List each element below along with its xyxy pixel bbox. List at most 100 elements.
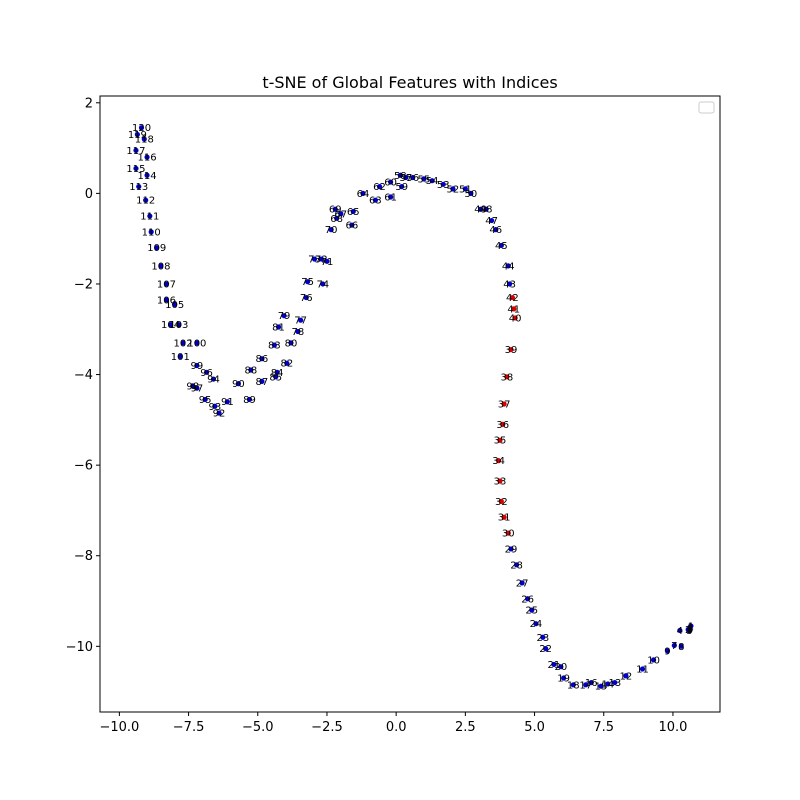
point-index-label: 36	[496, 420, 509, 431]
point-index-label: 119	[128, 130, 147, 141]
data-point	[318, 256, 325, 262]
y-tick-label: 2	[85, 96, 93, 111]
data-point	[216, 410, 222, 416]
point-index-label: 111	[140, 212, 159, 223]
point-index-label: 87	[256, 377, 269, 388]
point-index-label: 84	[271, 368, 284, 379]
point-index-label: 114	[138, 171, 157, 182]
data-point	[284, 360, 290, 366]
point-index-label: 32	[495, 497, 508, 508]
point-index-label: 43	[503, 279, 516, 290]
data-point	[440, 181, 446, 187]
point-index-label: 74	[316, 279, 329, 290]
data-point	[133, 147, 139, 153]
data-point	[671, 642, 677, 649]
data-point	[500, 421, 506, 427]
point-index-label: 64	[357, 189, 370, 200]
data-point	[143, 197, 149, 203]
point-index-label: 6	[687, 625, 693, 636]
data-point	[224, 399, 230, 405]
data-point	[194, 362, 200, 369]
data-point	[551, 661, 557, 668]
point-index-label: 29	[505, 544, 518, 555]
data-point	[298, 317, 304, 323]
point-index-label: 105	[165, 300, 184, 311]
point-index-label: 108	[151, 261, 170, 272]
point-index-label: 71	[321, 257, 334, 268]
data-point	[403, 174, 409, 181]
x-tick-label: 7.5	[593, 720, 614, 735]
point-index-label: 76	[300, 293, 313, 304]
data-point	[141, 136, 147, 142]
point-index-label: 99	[191, 361, 204, 372]
point-index-label: 31	[498, 513, 511, 524]
data-point	[304, 279, 311, 285]
point-index-label: 11	[636, 664, 649, 675]
data-point	[194, 385, 200, 391]
data-point	[543, 645, 549, 652]
point-index-label: 79	[278, 311, 291, 322]
data-point	[163, 281, 170, 287]
data-point	[334, 215, 340, 221]
point-index-label: 73	[308, 255, 321, 266]
point-index-label: 116	[138, 153, 157, 164]
data-point	[498, 498, 504, 504]
data-point	[332, 206, 338, 212]
point-index-label: 14	[602, 679, 615, 690]
point-index-label: 42	[506, 293, 519, 304]
point-index-label: 15	[595, 682, 608, 693]
point-index-label: 120	[132, 123, 151, 134]
data-point	[512, 315, 518, 321]
data-point	[180, 340, 186, 346]
data-point	[177, 353, 183, 360]
data-point	[259, 378, 265, 384]
data-point	[650, 657, 657, 663]
point-index-label: 89	[243, 395, 256, 406]
data-point	[154, 245, 160, 251]
point-index-label: 72	[315, 255, 328, 266]
data-point	[167, 322, 174, 328]
point-index-label: 69	[329, 205, 342, 216]
point-index-label: 38	[501, 372, 514, 383]
data-point	[360, 190, 366, 196]
point-index-label: 92	[213, 409, 226, 420]
point-index-label: 98	[186, 381, 199, 392]
point-index-label: 27	[516, 578, 529, 589]
data-point	[350, 208, 356, 215]
data-point	[328, 227, 334, 233]
x-axis: −10.0 −7.5 −5.0 −2.5 0.0 2.5 5.0 7.5 10.0	[99, 712, 687, 735]
point-index-label: 57	[399, 173, 412, 184]
data-point	[623, 673, 629, 679]
data-point	[212, 403, 218, 409]
data-point	[288, 340, 294, 346]
x-tick-label: −7.5	[173, 720, 205, 735]
point-index-label: 39	[505, 345, 518, 356]
data-point	[324, 258, 330, 264]
point-index-label: 77	[294, 316, 307, 327]
point-index-label: 80	[285, 338, 298, 349]
point-index-label: 53	[437, 180, 450, 191]
data-point	[134, 131, 140, 138]
data-point	[508, 347, 514, 353]
point-index-label: 47	[485, 216, 498, 227]
data-point	[508, 546, 514, 552]
x-tick-label: 10.0	[658, 720, 687, 735]
point-index-label: 46	[489, 225, 502, 236]
point-index-label: 1	[688, 621, 694, 632]
data-point	[588, 679, 594, 686]
data-point	[248, 367, 254, 373]
data-point	[477, 206, 484, 212]
data-point	[501, 401, 507, 407]
point-index-label: 100	[187, 338, 206, 349]
y-tick-label: −4	[74, 368, 93, 383]
data-point	[533, 621, 539, 627]
data-point	[338, 211, 344, 217]
point-index-label: 26	[521, 594, 534, 605]
data-point	[147, 213, 153, 219]
data-point	[210, 376, 217, 382]
x-tick-label: −10.0	[99, 720, 139, 735]
data-point	[505, 263, 511, 269]
point-index-label: 101	[171, 352, 190, 363]
data-point	[677, 627, 683, 634]
point-index-label: 18	[567, 680, 580, 691]
